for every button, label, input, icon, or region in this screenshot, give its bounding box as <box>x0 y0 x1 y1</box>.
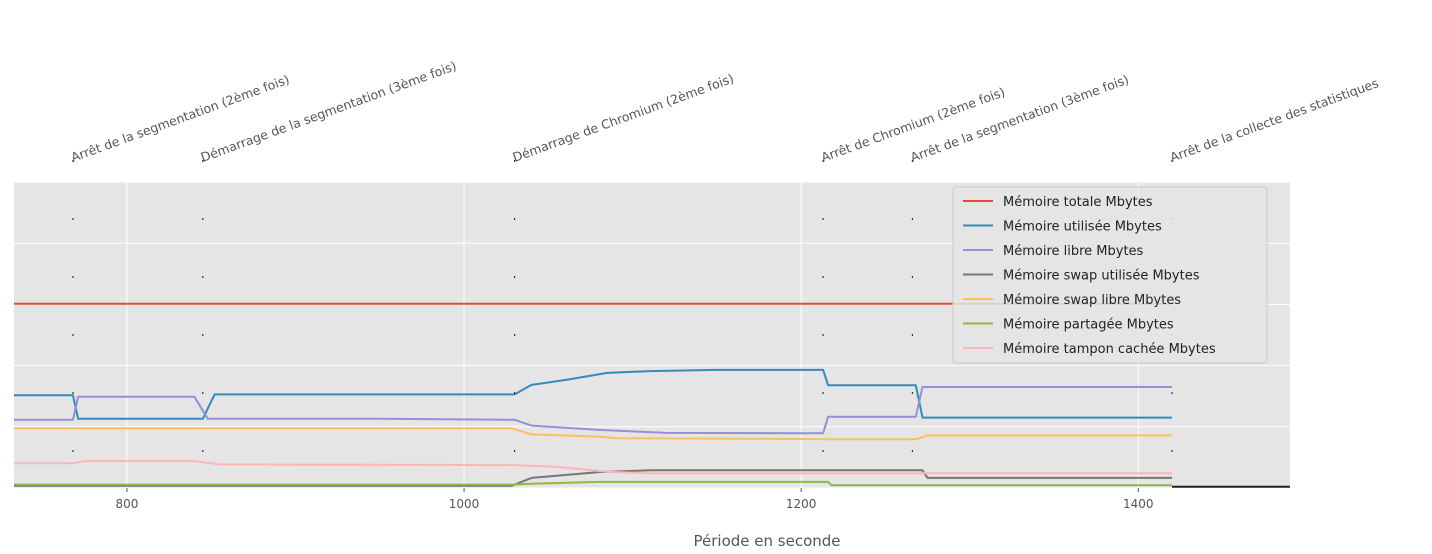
legend-label-3: Mémoire swap utilisée Mbytes <box>1003 269 1200 284</box>
event-label-0: Arrêt de la segmentation (2ème fois) <box>69 72 291 165</box>
series-line-4 <box>14 427 1172 441</box>
series-line-3 <box>14 469 1172 487</box>
x-tick-label-1: 1000 <box>449 497 480 511</box>
series-line-6 <box>14 460 1172 475</box>
legend-box <box>952 186 1268 364</box>
legend-label-6: Mémoire tampon cachée Mbytes <box>1003 342 1216 357</box>
series-line-1 <box>14 368 1172 420</box>
event-label-1: Démarrage de la segmentation (3ème fois) <box>199 58 459 165</box>
legend-label-0: Mémoire totale Mbytes <box>1003 195 1153 210</box>
x-axis-label: Période en seconde <box>694 532 841 550</box>
legend-label-2: Mémoire libre Mbytes <box>1003 244 1144 259</box>
event-label-5: Arrêt de la collecte des statistiques <box>1168 75 1381 165</box>
event-label-2: Démarrage de Chromium (2ème fois) <box>511 71 736 165</box>
x-axis: 800 1000 1200 1400 <box>115 488 1154 511</box>
x-tick-label-0: 800 <box>115 497 138 511</box>
legend-label-5: Mémoire partagée Mbytes <box>1003 318 1174 333</box>
x-tick-label-2: 1200 <box>786 497 817 511</box>
legend-label-4: Mémoire swap libre Mbytes <box>1003 293 1181 308</box>
x-tick-label-3: 1400 <box>1123 497 1154 511</box>
series-line-2 <box>14 386 1172 435</box>
legend: Mémoire totale Mbytes Mémoire utilisée Mb… <box>952 186 1268 364</box>
series-line-5 <box>14 480 1172 487</box>
legend-label-1: Mémoire utilisée Mbytes <box>1003 220 1162 235</box>
